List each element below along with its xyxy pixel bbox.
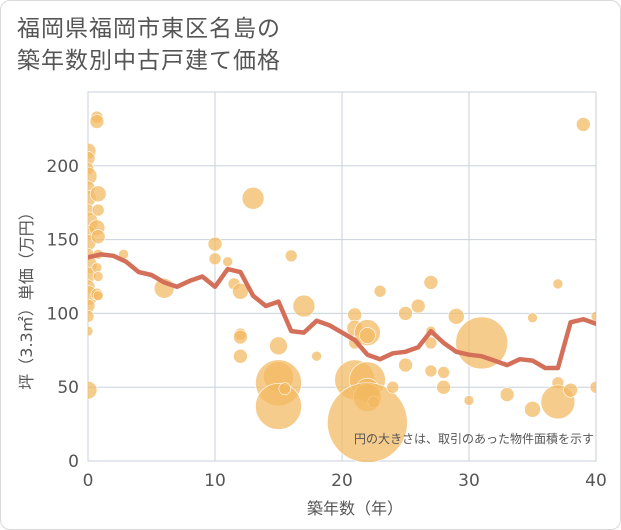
bubble-size-note: 円の大きさは、取引のあった物件面積を示す	[354, 431, 594, 446]
y-axis-label: 坪（3.3㎡）単価（万円）	[17, 204, 36, 389]
bubble-point[interactable]	[386, 380, 400, 394]
x-tick-label: 10	[204, 471, 226, 491]
y-tick-label: 100	[47, 304, 79, 324]
x-tick-label: 20	[331, 471, 353, 491]
bubble-point[interactable]	[292, 294, 316, 318]
bubble-point[interactable]	[437, 366, 450, 379]
bubble-point[interactable]	[278, 382, 292, 395]
bubble-point[interactable]	[208, 252, 222, 266]
bubble-point[interactable]	[91, 203, 105, 217]
bubble-point[interactable]	[222, 256, 233, 268]
bubble-point[interactable]	[423, 275, 439, 290]
bubble-point[interactable]	[92, 290, 104, 301]
x-tick-label: 30	[458, 471, 480, 491]
bubble-point[interactable]	[233, 329, 248, 345]
bubble-point[interactable]	[82, 310, 95, 323]
bubble-point[interactable]	[590, 311, 601, 322]
bubble-point[interactable]	[424, 364, 438, 378]
tick-labels: 0 10 20 30 40 0 50 100 150 200	[47, 157, 607, 491]
chart-title-line-1: 福岡県福岡市東区名島の	[17, 16, 281, 42]
bubble-point[interactable]	[463, 395, 475, 406]
bubble-point[interactable]	[398, 357, 413, 373]
bubble-point[interactable]	[91, 262, 103, 273]
bubble-point[interactable]	[81, 151, 96, 166]
bubble-point[interactable]	[524, 401, 541, 418]
bubble-point[interactable]	[79, 380, 98, 400]
bubble-point[interactable]	[284, 249, 298, 263]
x-tick-label: 0	[83, 471, 94, 491]
bubble-point[interactable]	[89, 114, 105, 129]
bubble-point[interactable]	[83, 325, 94, 337]
bubble-point[interactable]	[499, 387, 515, 402]
bubble-point[interactable]	[79, 166, 98, 186]
trend-line	[88, 252, 596, 371]
average-price-line[interactable]	[88, 252, 596, 371]
bubble-point[interactable]	[424, 336, 438, 350]
chart-title: 福岡県福岡市東区名島の 築年数別中古戸建て価格	[17, 13, 281, 77]
bubbles	[79, 110, 602, 463]
chart-title-line-2: 築年数別中古戸建て価格	[17, 48, 281, 74]
bubble-point[interactable]	[552, 278, 564, 290]
bubble-point[interactable]	[89, 185, 107, 203]
x-tick-label: 40	[585, 471, 607, 491]
bubble-point[interactable]	[269, 336, 288, 356]
bubble-point[interactable]	[255, 383, 302, 430]
bubble-point[interactable]	[589, 380, 602, 394]
bubble-point[interactable]	[90, 229, 106, 244]
bubble-point[interactable]	[373, 284, 387, 298]
bubble-point[interactable]	[527, 312, 538, 324]
bubble-point[interactable]	[207, 236, 223, 252]
bubble-point[interactable]	[327, 382, 408, 463]
bubble-point[interactable]	[233, 348, 248, 364]
bubble-point[interactable]	[347, 307, 363, 323]
y-tick-label: 200	[47, 157, 79, 177]
bubble-point[interactable]	[241, 186, 265, 210]
bubble-point[interactable]	[92, 271, 104, 282]
y-tick-label: 50	[57, 378, 79, 398]
bubble-point[interactable]	[81, 298, 96, 314]
bubble-point[interactable]	[311, 350, 322, 362]
bubble-point[interactable]	[563, 382, 578, 398]
y-tick-label: 0	[68, 452, 79, 472]
bubble-point[interactable]	[575, 117, 591, 132]
bubble-point[interactable]	[410, 298, 426, 314]
x-axis-label: 築年数（年）	[307, 499, 403, 518]
bubble-point[interactable]	[359, 327, 376, 344]
y-tick-label: 150	[47, 231, 79, 251]
bubble-point[interactable]	[447, 308, 465, 325]
bubble-point[interactable]	[398, 306, 413, 321]
bubble-point[interactable]	[436, 379, 451, 395]
